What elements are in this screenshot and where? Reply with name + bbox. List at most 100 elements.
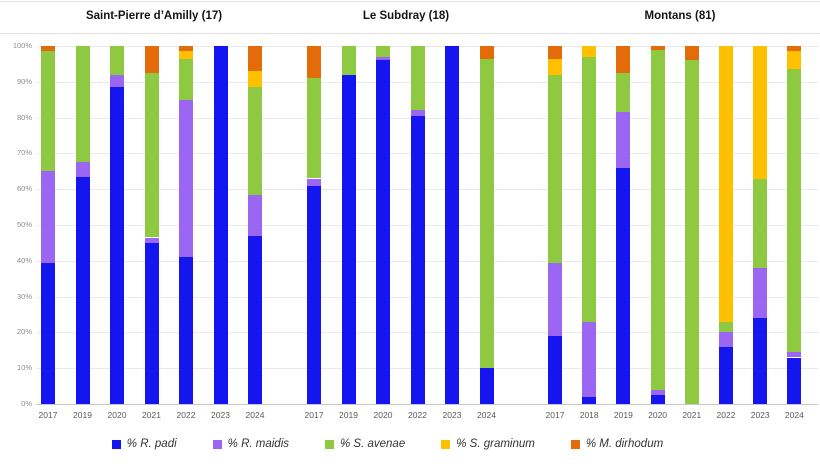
x-axis-tick-label: 2020: [107, 410, 127, 420]
legend-swatch-maidis: [212, 439, 222, 449]
x-axis-tick-label: 2024: [784, 410, 804, 420]
bar-segment-avenae: [719, 321, 733, 333]
bar-segment-maidis: [75, 162, 90, 177]
legend-label-padi: % R. padi: [126, 438, 177, 450]
bar-segment-graminum: [179, 51, 193, 59]
bar-segment-padi: [479, 368, 494, 404]
x-axis-tick-label: 2019: [73, 410, 92, 420]
x-axis-tick-label: 2020: [648, 410, 668, 420]
legend-label-avenae: % S. avenae: [340, 438, 406, 450]
x-axis-tick-label: 2017: [304, 410, 324, 420]
bar-segment-maidis: [753, 268, 768, 319]
bar-segment-graminum: [787, 51, 802, 70]
bar-segment-dirhodum: [650, 46, 665, 50]
bar-segment-maidis: [248, 194, 262, 236]
panel-title-le-subdray: Le Subdray (18): [362, 10, 450, 22]
bar-segment-padi: [307, 185, 321, 404]
bar-segment-avenae: [410, 46, 425, 111]
bar-segment-padi: [445, 46, 459, 404]
gridline: [36, 260, 818, 262]
y-axis-tick-label: 70%: [16, 148, 32, 158]
legend-swatch-dirhodum: [570, 439, 580, 449]
bar-segment-padi: [213, 46, 228, 404]
bar-segment-avenae: [41, 51, 55, 172]
bar-segment-maidis: [650, 389, 665, 396]
gridline: [36, 296, 818, 298]
x-axis-tick-label: 2023: [442, 410, 462, 420]
bar-segment-avenae: [179, 58, 193, 100]
title-divider-line: [0, 33, 820, 34]
legend-label-graminum: % S. graminum: [456, 438, 535, 450]
bar-segment-maidis: [179, 99, 193, 258]
y-axis-tick-label: 60%: [16, 184, 32, 194]
bar-segment-dirhodum: [684, 46, 699, 61]
legend-item-padi: % R. padi: [111, 438, 177, 450]
legend-item-dirhodum: % M. dirhodum: [570, 438, 663, 450]
bar-segment-padi: [75, 176, 90, 404]
legend-swatch-avenae: [325, 439, 335, 449]
bar-segment-dirhodum: [179, 46, 193, 52]
bar-segment-maidis: [616, 112, 631, 168]
bar-segment-padi: [410, 115, 425, 404]
legend-label-maidis: % R. maidis: [227, 438, 290, 450]
gridline: [36, 117, 818, 119]
x-axis-tick-label: 2024: [245, 410, 265, 420]
bar-segment-maidis: [548, 262, 562, 336]
bar-segment-padi: [719, 346, 733, 404]
gridline: [36, 81, 818, 83]
y-axis-tick-label: 10%: [16, 363, 32, 373]
y-axis-tick-label: 90%: [16, 76, 32, 86]
x-axis-tick-label: 2024: [477, 410, 496, 420]
bar-segment-avenae: [376, 46, 390, 57]
bar-segment-maidis: [719, 332, 733, 347]
bar-segment-avenae: [110, 46, 124, 75]
y-axis-tick-label: 40%: [16, 255, 32, 265]
bar-segment-graminum: [719, 46, 733, 322]
legend-item-graminum: % S. graminum: [441, 438, 535, 450]
x-axis-tick-label: 2018: [579, 410, 599, 420]
y-axis-tick-label: 0%: [21, 399, 32, 408]
x-axis-tick-label: 2022: [716, 410, 736, 420]
x-axis-tick-label: 2022: [176, 410, 196, 420]
bar-segment-padi: [110, 87, 124, 404]
legend-swatch-padi: [111, 439, 121, 449]
gridline: [36, 225, 818, 226]
bar-segment-padi: [582, 396, 597, 404]
gridline: [36, 332, 818, 334]
panel-title-montans: Montans (81): [644, 10, 716, 22]
bar-segment-padi: [787, 357, 802, 404]
bar-segment-padi: [376, 60, 390, 404]
y-axis-tick-label: 100%: [12, 41, 32, 50]
x-axis-tick-label: 2023: [211, 410, 230, 420]
y-axis-tick-label: 80%: [16, 112, 32, 122]
y-axis-tick-label: 50%: [16, 220, 32, 229]
bar-segment-dirhodum: [248, 46, 262, 72]
legend-swatch-graminum: [441, 439, 451, 449]
bar-segment-maidis: [110, 74, 124, 88]
bar-segment-padi: [753, 318, 768, 404]
gridline: [36, 153, 818, 155]
bar-segment-avenae: [616, 72, 631, 113]
x-axis-tick-label: 2021: [682, 410, 702, 420]
x-axis-tick-label: 2021: [142, 410, 161, 420]
x-axis-tick-label: 2017: [545, 410, 565, 420]
bar-segment-avenae: [548, 74, 562, 263]
x-axis-tick-label: 2022: [408, 410, 427, 420]
bar-segment-dirhodum: [548, 46, 562, 59]
chart-top-border: [0, 1, 820, 2]
bar-segment-dirhodum: [479, 46, 494, 59]
bar-segment-avenae: [582, 56, 597, 322]
bar-segment-avenae: [753, 178, 768, 268]
bar-segment-dirhodum: [616, 46, 631, 73]
bar-segment-dirhodum: [144, 46, 159, 73]
bar-segment-padi: [41, 262, 55, 404]
bar-segment-avenae: [144, 72, 159, 238]
bar-segment-padi: [548, 336, 562, 404]
bar-segment-padi: [144, 242, 159, 404]
bar-segment-dirhodum: [307, 46, 321, 79]
bar-segment-avenae: [684, 60, 699, 404]
y-axis-tick-label: 20%: [16, 327, 32, 337]
bar-segment-avenae: [248, 87, 262, 195]
bar-segment-maidis: [787, 352, 802, 358]
